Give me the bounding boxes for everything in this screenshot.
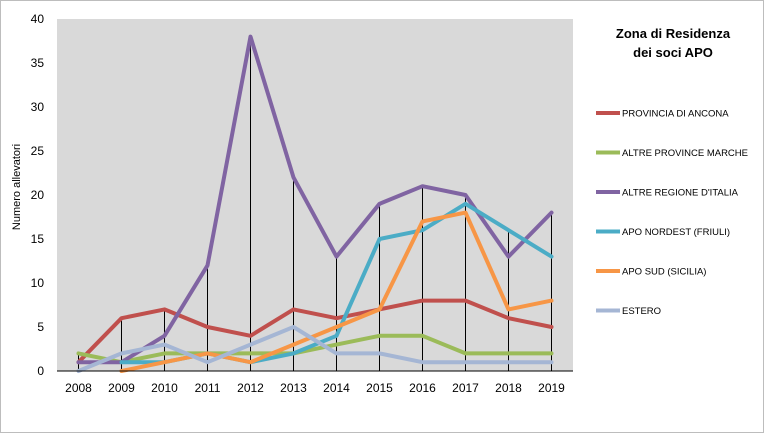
y-tick-label: 40 [31,12,45,26]
y-axis-label: Numero allevatori [11,144,23,230]
x-tick-label: 2018 [495,381,522,395]
legend-label: APO NORDEST (FRIULI) [622,227,730,238]
legend-label: ESTERO [622,306,661,317]
x-tick-label: 2019 [538,381,565,395]
y-tick-label: 20 [31,188,45,202]
x-tick-label: 2015 [366,381,393,395]
y-tick-label: 25 [31,144,45,158]
x-tick-label: 2016 [409,381,436,395]
x-axis-ticks: 2008 2009 2010 2011 2012 2013 2014 2015 2016 2017… [65,381,565,395]
y-tick-label: 30 [31,100,45,114]
chart-title-line-2: dei soci APO [633,45,713,60]
y-axis-ticks: 0 5 10 15 20 25 30 35 40 [31,12,45,378]
plot-area [57,19,573,371]
y-tick-label: 15 [31,232,45,246]
x-tick-label: 2011 [195,381,221,395]
y-tick-label: 5 [37,320,44,334]
y-tick-label: 0 [37,364,44,378]
x-tick-label: 2008 [65,381,92,395]
x-tick-label: 2010 [151,381,178,395]
x-tick-label: 2012 [237,381,264,395]
x-tick-label: 2014 [323,381,350,395]
legend-label: ALTRE PROVINCE MARCHE [622,148,748,159]
series-line [76,298,554,365]
x-tick-label: 2013 [280,381,307,395]
x-tick-label: 2009 [108,381,135,395]
chart-title-line-1: Zona di Residenza [616,26,731,41]
legend: PROVINCIA DI ANCONA ALTRE PROVINCE MARCHE… [596,109,748,317]
x-tick-label: 2017 [452,381,479,395]
series-line [76,325,554,373]
y-tick-label: 10 [31,276,45,290]
legend-label: PROVINCIA DI ANCONA [622,109,729,120]
y-tick-label: 35 [31,56,45,70]
legend-label: ALTRE REGIONE D'ITALIA [622,188,739,199]
legend-label: APO SUD (SICILIA) [622,267,706,278]
series-line [76,34,554,365]
series-lines [76,34,554,373]
series-line [76,333,554,365]
